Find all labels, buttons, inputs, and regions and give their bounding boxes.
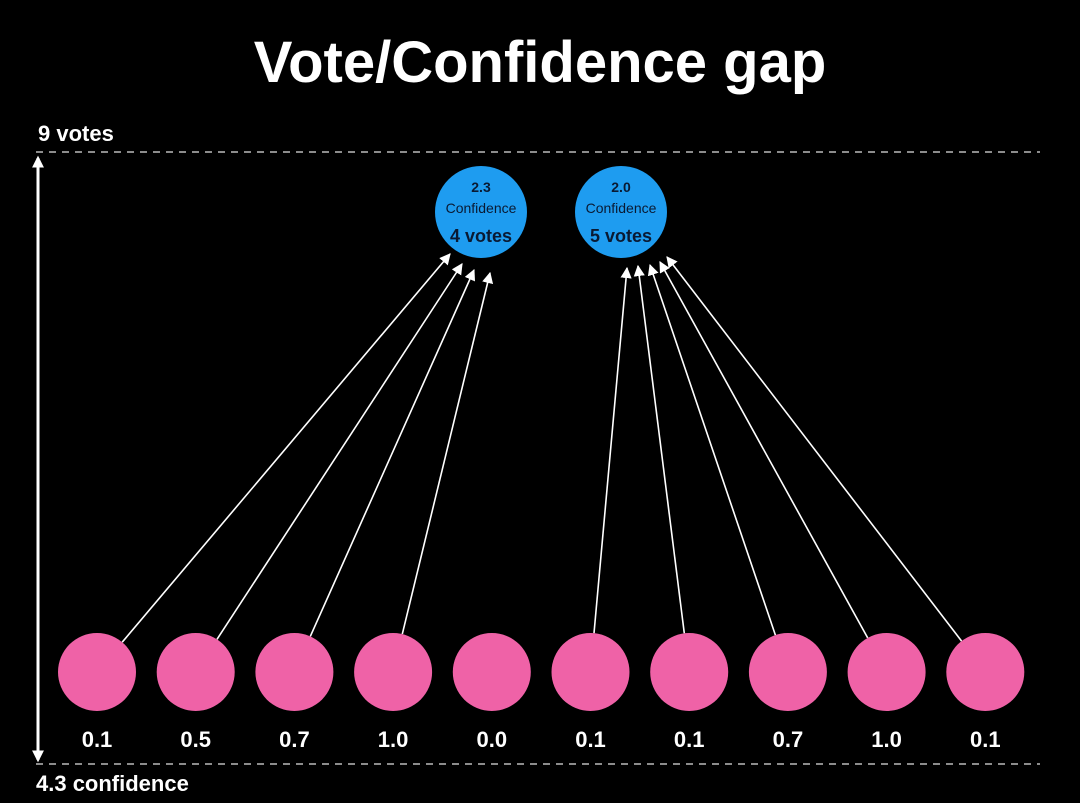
candidate-confidence-label: Confidence	[586, 200, 657, 216]
vote-arrow-2	[216, 263, 463, 640]
voter-9: 1.0	[847, 633, 926, 752]
candidate-confidence-value: 2.3	[471, 179, 491, 195]
vote-arrow-3	[309, 268, 476, 637]
voter-confidence-label: 0.5	[180, 727, 211, 752]
voter-circle	[156, 633, 235, 711]
candidate-confidence-value: 2.0	[611, 179, 631, 195]
voter-3: 0.7	[255, 633, 334, 752]
voter-confidence-label: 0.1	[970, 727, 1001, 752]
voter-confidence-label: 0.7	[773, 727, 804, 752]
voter-8: 0.7	[748, 633, 827, 752]
voter-circle	[551, 633, 630, 711]
axis-top-label: 9 votes	[38, 121, 114, 146]
voter-circle	[452, 633, 531, 711]
candidate-votes: 5 votes	[590, 226, 652, 246]
voter-5: 0.0	[452, 633, 531, 752]
candidate-circle	[575, 166, 667, 258]
voter-1: 0.1	[58, 633, 136, 752]
candidate-confidence-label: Confidence	[446, 200, 517, 216]
vote-arrow-8	[647, 263, 777, 636]
voter-confidence-label: 0.1	[674, 727, 705, 752]
voter-confidence-label: 0.1	[82, 727, 113, 752]
candidates: 2.3 Confidence 4 votes 2.0 Confidence 5 votes	[435, 166, 667, 258]
voter-6: 0.1	[551, 633, 630, 752]
voter-circle	[58, 633, 136, 711]
voter-10: 0.1	[946, 633, 1025, 752]
voter-circle	[847, 633, 926, 711]
voter-confidence-label: 0.0	[477, 727, 508, 752]
voter-circle	[650, 633, 729, 711]
voter-circle	[354, 633, 433, 711]
voter-2: 0.5	[156, 633, 235, 752]
vote-arrow-9	[659, 261, 869, 639]
candidate-1: 2.3 Confidence 4 votes	[435, 166, 527, 258]
voter-circle	[946, 633, 1025, 711]
vote-arrow-1	[121, 253, 451, 643]
voter-confidence-label: 0.7	[279, 727, 310, 752]
voter-7: 0.1	[650, 633, 729, 752]
candidate-circle	[435, 166, 527, 258]
candidate-votes: 4 votes	[450, 226, 512, 246]
axis-bottom-label: 4.3 confidence	[36, 771, 189, 796]
voters: 0.1 0.5 0.7 1.0 0.0 0.1 0.1 0.7 1.0 0.1	[58, 633, 1025, 752]
vote-arrow-7	[633, 264, 686, 634]
vote-arrow-6	[593, 266, 632, 634]
candidate-2: 2.0 Confidence 5 votes	[575, 166, 667, 258]
voter-confidence-label: 1.0	[871, 727, 902, 752]
vote-arrow-4	[401, 271, 494, 635]
vote-arrow-10	[666, 256, 963, 642]
voter-confidence-label: 1.0	[378, 727, 409, 752]
voter-confidence-label: 0.1	[575, 727, 606, 752]
page-title: Vote/Confidence gap	[254, 30, 827, 95]
voter-4: 1.0	[354, 633, 433, 752]
voter-circle	[748, 633, 827, 711]
vote-connections	[121, 253, 963, 643]
voter-circle	[255, 633, 334, 711]
